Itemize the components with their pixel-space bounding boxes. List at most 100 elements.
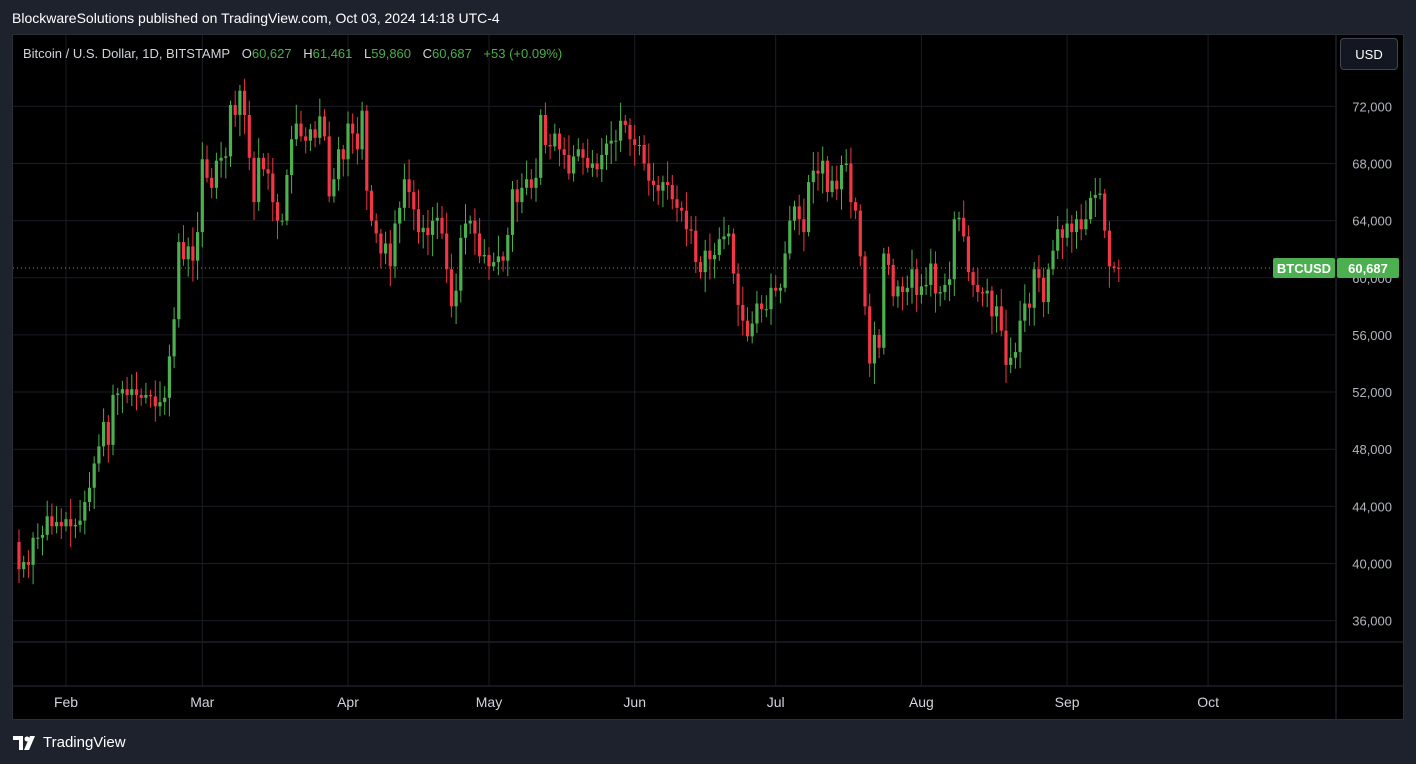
candle-body [214, 160, 218, 188]
currency-button[interactable]: USD [1340, 38, 1398, 70]
candle-body [952, 219, 956, 280]
tradingview-logo-icon [13, 735, 35, 750]
candle-body [971, 272, 975, 285]
candle-body [783, 253, 787, 288]
candle-body [134, 389, 139, 395]
candle-body [111, 394, 115, 445]
candle-body [1032, 269, 1036, 308]
candle-body [50, 516, 54, 527]
candle-body [492, 262, 496, 267]
candle-body [835, 180, 839, 190]
candle-body [1042, 277, 1046, 303]
candle-body [36, 537, 40, 539]
candle-body [557, 133, 562, 150]
tradingview-brand: TradingView [43, 734, 126, 751]
candle-body [1093, 194, 1097, 198]
candle-body [764, 309, 768, 311]
candle-body [708, 250, 712, 260]
y-tick-label: 56,000 [1352, 328, 1392, 343]
candle-body [929, 263, 933, 285]
candle-body [919, 286, 923, 295]
candle-body [792, 206, 797, 221]
candle-body [901, 286, 905, 293]
candle-body [586, 157, 590, 168]
candle-body [769, 287, 773, 310]
candle-body [186, 246, 190, 260]
candle-body [609, 140, 613, 144]
candle-body [87, 487, 92, 503]
candle-body [224, 156, 228, 158]
candle-body [755, 303, 759, 324]
candle-body [369, 190, 374, 221]
candle-body [924, 284, 928, 287]
x-tick-label: Oct [1197, 694, 1219, 710]
candle-body [384, 243, 388, 254]
candle-body [233, 104, 237, 115]
candle-body [210, 177, 214, 188]
candle-body [200, 159, 204, 233]
legend-high: 61,461 [312, 46, 353, 61]
candle-body [868, 306, 872, 364]
candle-body [327, 136, 331, 197]
legend-change: +53 (+0.09%) [483, 46, 563, 61]
candle-body [158, 402, 162, 407]
candle-body [402, 179, 406, 208]
candle-body [891, 264, 895, 297]
legend-low-label: L [364, 46, 372, 61]
candle-body [882, 253, 886, 348]
candle-body [1018, 320, 1022, 353]
candles [17, 78, 1121, 585]
x-tick-label: Aug [909, 694, 934, 710]
tradingview-logo[interactable]: TradingView [13, 734, 126, 751]
candle-body [581, 149, 585, 158]
candle-body [1070, 223, 1074, 233]
candle-body [412, 192, 416, 210]
candle-body [515, 189, 519, 203]
candle-body [40, 534, 45, 538]
candle-body [821, 160, 825, 174]
chart-frame[interactable] [12, 34, 1404, 720]
candle-body [680, 207, 684, 211]
candle-body [858, 210, 862, 257]
candle-body [304, 136, 308, 141]
candle-body [106, 422, 110, 445]
candle-body [661, 182, 665, 191]
candle-body [388, 243, 392, 267]
candle-body [449, 269, 453, 307]
candle-body [910, 269, 914, 288]
candle-body [1107, 230, 1111, 267]
legend-high-label: H [303, 46, 313, 61]
candle-body [379, 233, 383, 254]
candle-body [553, 133, 557, 147]
candle-body [31, 537, 35, 565]
candle-body [313, 129, 317, 138]
candle-body [1027, 303, 1032, 308]
candle-body [393, 223, 397, 267]
candle-body [623, 120, 627, 125]
candle-body [97, 446, 101, 464]
candle-body [656, 184, 660, 191]
candle-body [398, 207, 402, 224]
candle-body [825, 160, 829, 193]
x-tick-label: Feb [54, 694, 78, 710]
candle-body [698, 262, 703, 273]
candle-body [421, 227, 425, 233]
candle-body [999, 306, 1003, 331]
candle-body [844, 163, 848, 165]
candle-body [510, 189, 515, 235]
candle-body [149, 394, 153, 397]
candle-body [703, 250, 707, 273]
x-tick-label: Sep [1055, 694, 1080, 710]
candle-body [651, 180, 656, 185]
candle-body [153, 396, 157, 407]
candle-body [64, 519, 68, 527]
candle-body [346, 123, 350, 160]
y-tick-label: 44,000 [1352, 499, 1392, 514]
candle-body [1112, 266, 1116, 268]
candle-body [266, 169, 270, 174]
candle-body [966, 236, 970, 273]
candle-body [962, 217, 966, 237]
candle-body [811, 170, 815, 183]
candle-body [576, 149, 580, 157]
